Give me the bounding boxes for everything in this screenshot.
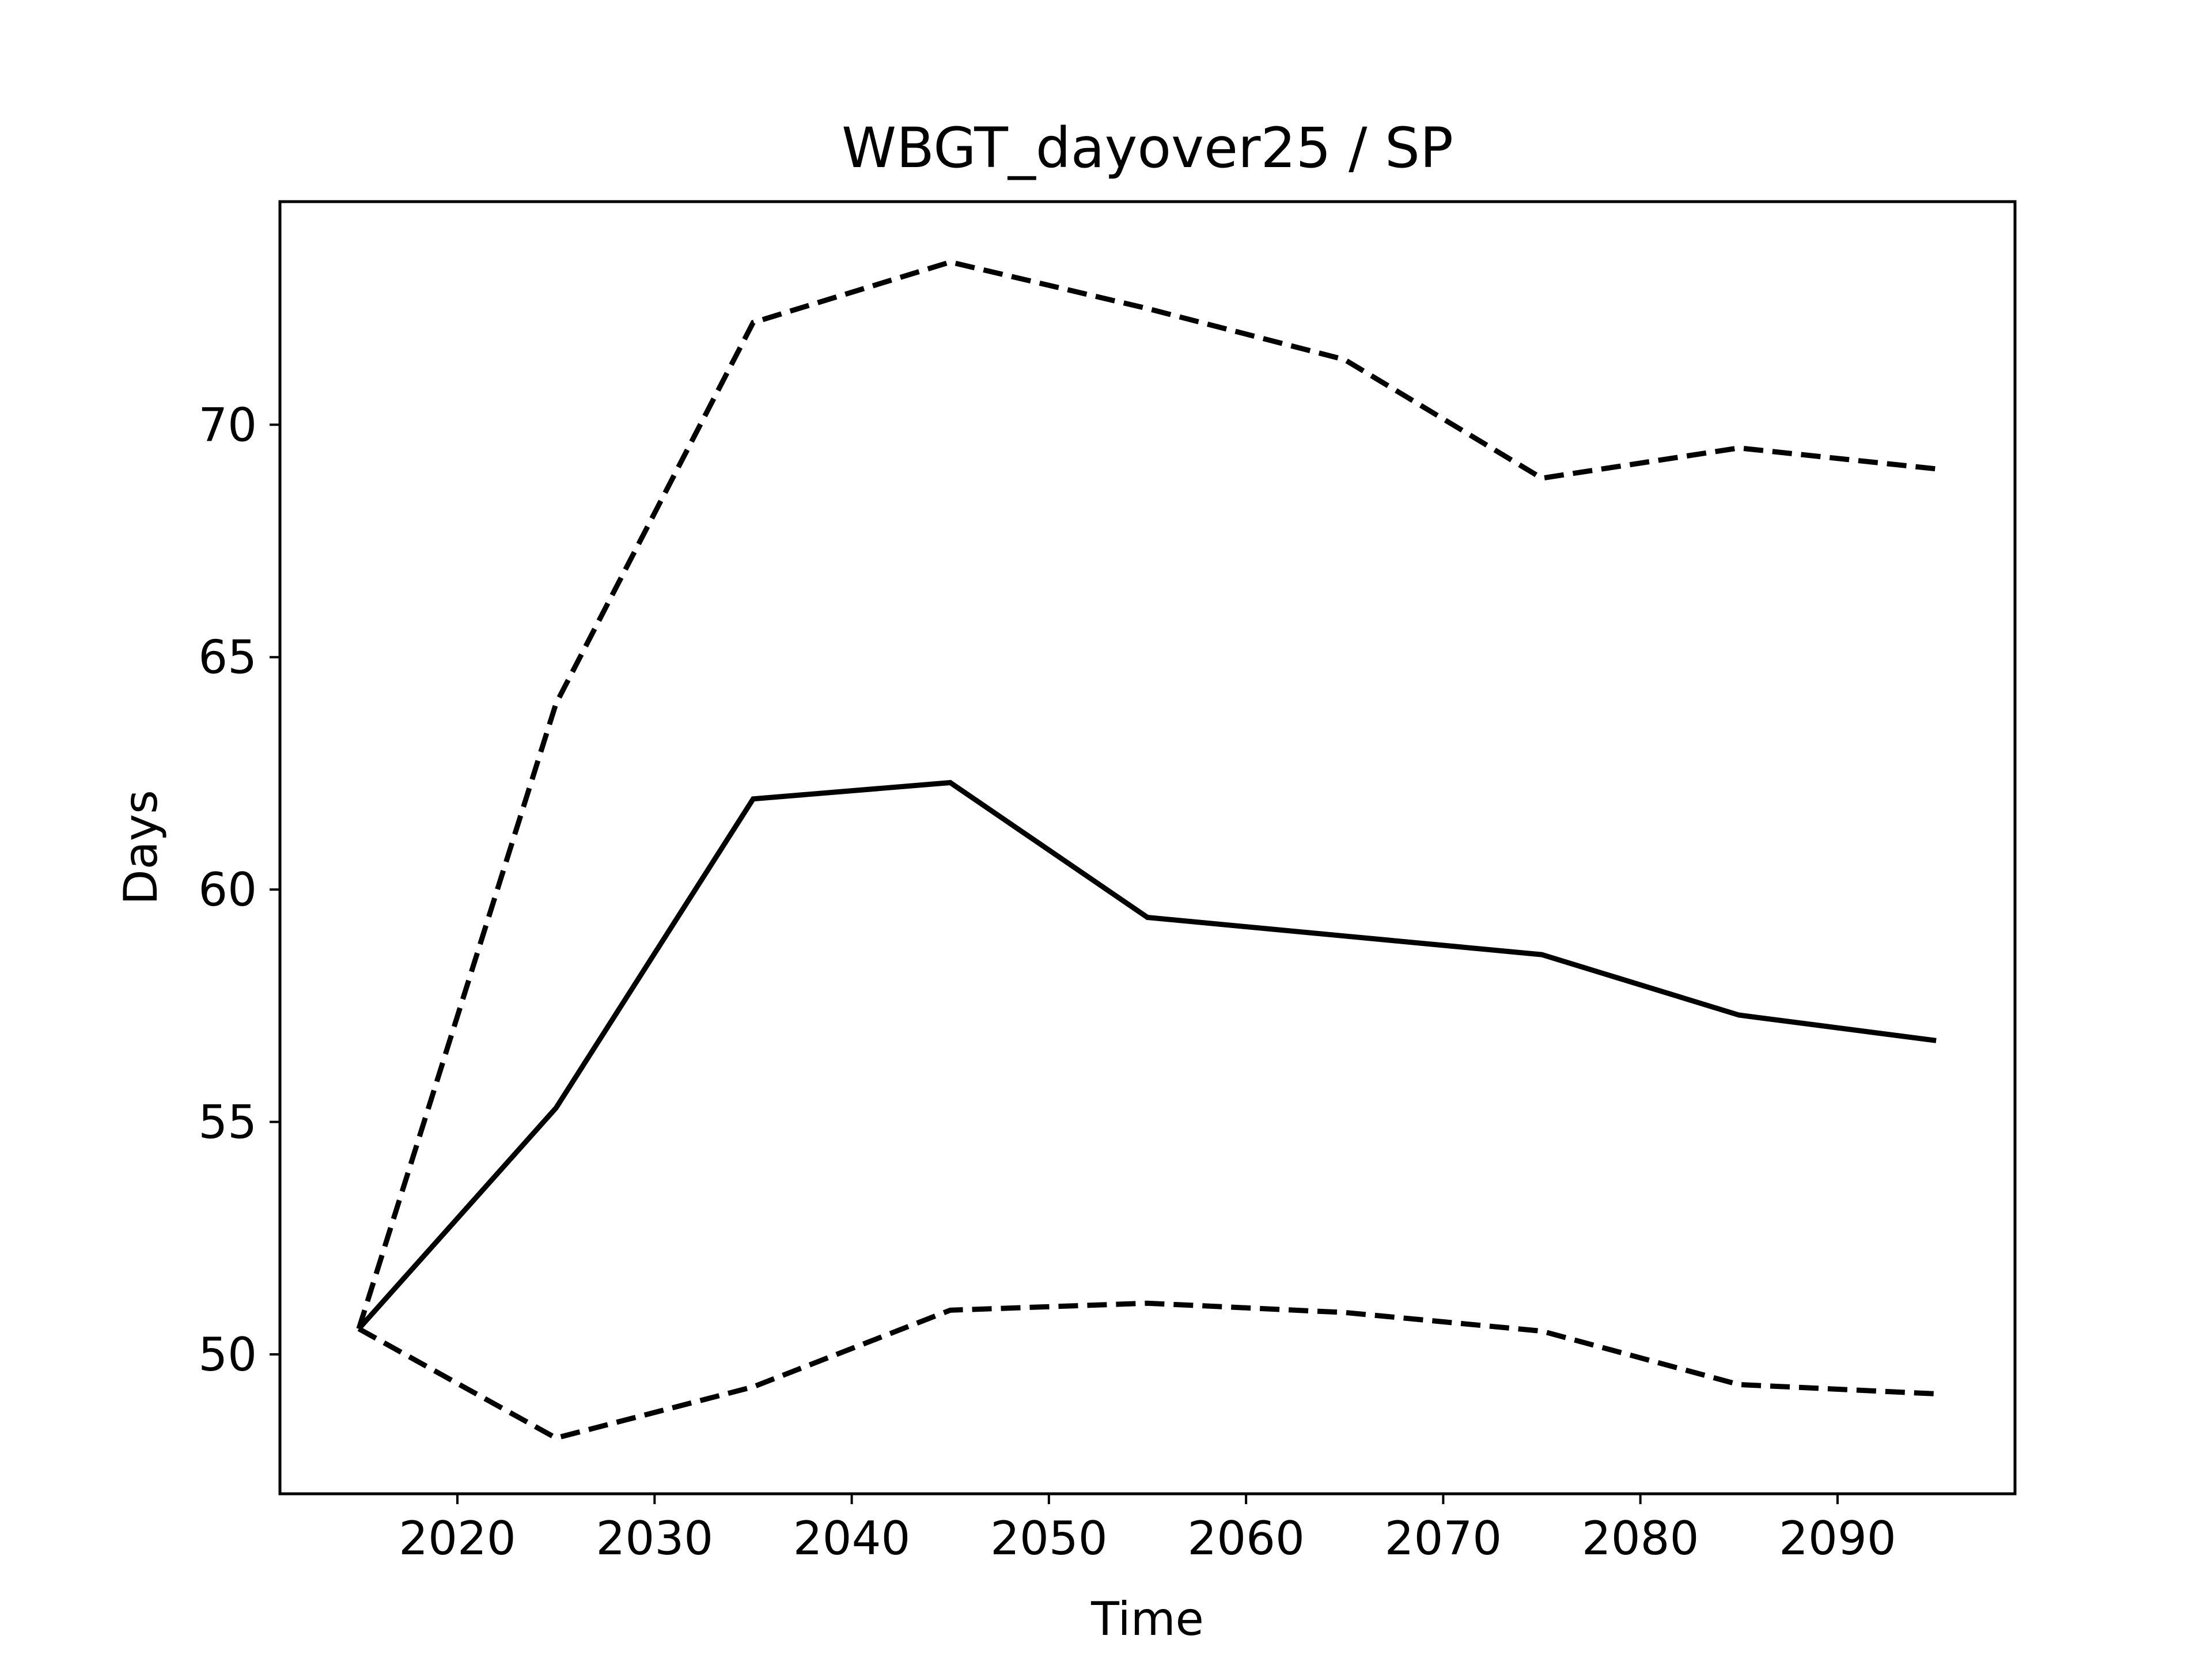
x-tick-label: 2060 [1187, 1512, 1305, 1565]
x-axis-label: Time [1090, 1592, 1204, 1646]
series-line-2 [357, 779, 1937, 1331]
plot-area [356, 259, 1937, 1441]
series-line-3 [357, 1300, 1937, 1441]
plot-frame [278, 200, 2017, 1496]
x-tick-label: 2050 [990, 1512, 1108, 1565]
x-tick-label: 2080 [1582, 1512, 1699, 1565]
x-tick-label: 2020 [399, 1512, 516, 1565]
y-tick-label: 50 [198, 1328, 257, 1381]
x-tick-label: 2040 [793, 1512, 911, 1565]
y-tick-label: 55 [198, 1096, 257, 1149]
y-tick-label: 60 [198, 863, 257, 917]
x-tick-label: 2030 [596, 1512, 714, 1565]
series-line-1 [356, 259, 1937, 1330]
chart-title: WBGT_dayover25 / SP [842, 116, 1453, 180]
y-tick-label: 70 [198, 398, 257, 452]
x-tick-label: 2090 [1779, 1512, 1896, 1565]
y-tick-label: 65 [198, 631, 257, 684]
y-axis-label: Days [114, 790, 168, 905]
x-tick-label: 2070 [1385, 1512, 1502, 1565]
